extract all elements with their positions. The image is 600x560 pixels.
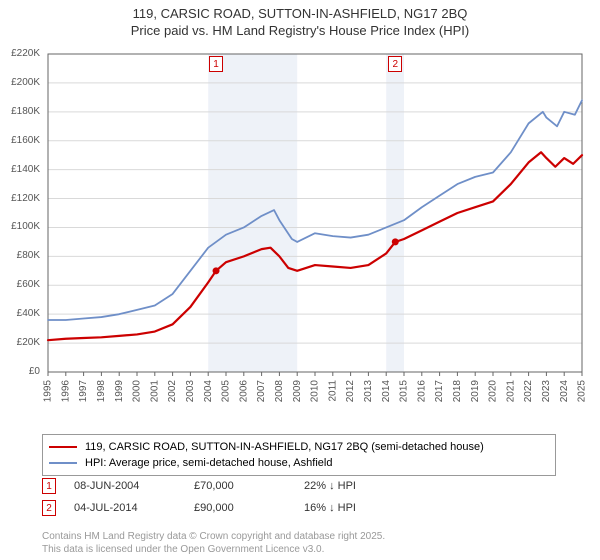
y-tick-label: £40K [0, 308, 40, 319]
svg-text:2008: 2008 [274, 380, 285, 403]
svg-text:2022: 2022 [523, 380, 534, 403]
y-tick-label: £20K [0, 337, 40, 348]
price-chart-container: 119, CARSIC ROAD, SUTTON-IN-ASHFIELD, NG… [0, 0, 600, 560]
y-tick-label: £0 [0, 366, 40, 377]
svg-text:2018: 2018 [452, 380, 463, 403]
title-block: 119, CARSIC ROAD, SUTTON-IN-ASHFIELD, NG… [0, 0, 600, 40]
footer-line2: This data is licensed under the Open Gov… [42, 544, 385, 557]
svg-text:2020: 2020 [488, 380, 499, 403]
legend-swatch [49, 462, 77, 464]
svg-text:2025: 2025 [577, 380, 588, 403]
line-chart: 1995 1996 1997 1998 1999 2000 2001 2002 2003 2004… [42, 48, 588, 426]
legend-label: HPI: Average price, semi-detached house,… [85, 457, 332, 469]
svg-text:1999: 1999 [114, 380, 125, 403]
footer-attribution: Contains HM Land Registry data © Crown c… [42, 531, 385, 556]
legend-item: 119, CARSIC ROAD, SUTTON-IN-ASHFIELD, NG… [49, 439, 549, 455]
svg-text:2000: 2000 [132, 380, 143, 403]
legend-item: HPI: Average price, semi-detached house,… [49, 455, 549, 471]
marker-badge: 1 [42, 478, 56, 494]
marker-pct: 16% ↓ HPI [304, 502, 414, 514]
y-tick-label: £200K [0, 77, 40, 88]
svg-text:2001: 2001 [149, 380, 160, 403]
svg-text:2021: 2021 [505, 380, 516, 403]
y-tick-label: £180K [0, 106, 40, 117]
legend-label: 119, CARSIC ROAD, SUTTON-IN-ASHFIELD, NG… [85, 441, 484, 453]
svg-text:2007: 2007 [256, 380, 267, 403]
svg-text:2023: 2023 [541, 380, 552, 403]
svg-text:2009: 2009 [292, 380, 303, 403]
svg-text:2019: 2019 [470, 380, 481, 403]
marker-date: 04-JUL-2014 [74, 502, 194, 514]
y-tick-label: £140K [0, 164, 40, 175]
svg-text:2017: 2017 [434, 380, 445, 403]
legend: 119, CARSIC ROAD, SUTTON-IN-ASHFIELD, NG… [42, 434, 556, 476]
title-subtitle: Price paid vs. HM Land Registry's House … [0, 23, 600, 40]
svg-text:2010: 2010 [310, 380, 321, 403]
marker-detail-row: 2 04-JUL-2014£90,00016% ↓ HPI [42, 500, 562, 516]
svg-text:2005: 2005 [221, 380, 232, 403]
marker-badge: 2 [42, 500, 56, 516]
y-tick-label: £60K [0, 279, 40, 290]
marker-price: £90,000 [194, 502, 304, 514]
svg-text:2014: 2014 [381, 380, 392, 403]
footer-line1: Contains HM Land Registry data © Crown c… [42, 531, 385, 544]
y-tick-label: £100K [0, 221, 40, 232]
y-tick-label: £220K [0, 48, 40, 59]
svg-text:2013: 2013 [363, 380, 374, 403]
svg-text:2012: 2012 [345, 380, 356, 403]
chart-marker-badge-1: 1 [209, 56, 223, 72]
svg-text:2024: 2024 [559, 380, 570, 403]
chart-marker-badge-2: 2 [388, 56, 402, 72]
y-tick-label: £80K [0, 250, 40, 261]
svg-text:2016: 2016 [416, 380, 427, 403]
legend-swatch [49, 446, 77, 448]
marker-pct: 22% ↓ HPI [304, 480, 414, 492]
marker-detail-row: 1 08-JUN-2004£70,00022% ↓ HPI [42, 478, 562, 494]
marker-price: £70,000 [194, 480, 304, 492]
svg-text:2002: 2002 [167, 380, 178, 403]
svg-text:1997: 1997 [78, 380, 89, 403]
title-address: 119, CARSIC ROAD, SUTTON-IN-ASHFIELD, NG… [0, 6, 600, 23]
svg-text:1998: 1998 [96, 380, 107, 403]
svg-text:2004: 2004 [203, 380, 214, 403]
svg-text:2006: 2006 [238, 380, 249, 403]
svg-text:2015: 2015 [399, 380, 410, 403]
svg-text:1996: 1996 [60, 380, 71, 403]
y-tick-label: £160K [0, 135, 40, 146]
marker-date: 08-JUN-2004 [74, 480, 194, 492]
svg-text:2003: 2003 [185, 380, 196, 403]
svg-text:2011: 2011 [327, 380, 338, 402]
svg-text:1995: 1995 [43, 380, 54, 403]
y-tick-label: £120K [0, 193, 40, 204]
